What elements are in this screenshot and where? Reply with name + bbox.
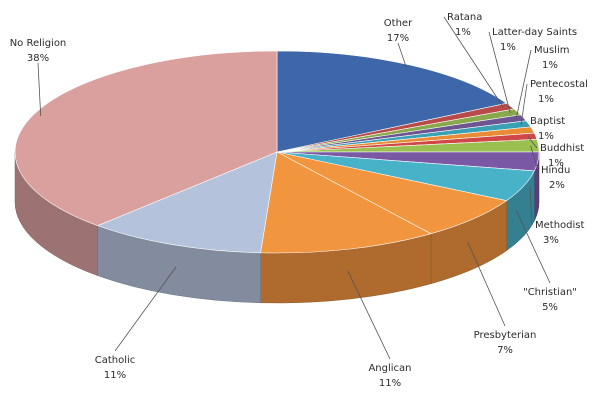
slice-percent-pentecostal: 1% <box>538 94 554 105</box>
slice-label-methodist: Methodist <box>535 220 584 231</box>
slice-label-anglican: Anglican <box>368 363 411 374</box>
leader-line-latter-day-saints <box>488 31 511 114</box>
slice-other <box>276 50 508 153</box>
leader-line-pentecostal <box>520 83 528 125</box>
leader-line-methodist <box>529 186 533 226</box>
slice-label-other: Other <box>384 18 413 29</box>
slice-percent-anglican: 11% <box>379 378 401 389</box>
slice-percent-methodist: 3% <box>543 235 559 246</box>
slice-labels: Other 17% Ratana 1% Latter-day Saints 1% Musli… <box>10 12 588 389</box>
slice-label-hindu: Hindu <box>541 165 570 176</box>
slice-percent-muslim: 1% <box>542 60 558 71</box>
leader-line-no-religion <box>37 62 42 116</box>
leader-line-buddhist <box>527 136 538 149</box>
leader-line-anglican <box>347 270 391 360</box>
slice-no-religion <box>14 50 278 226</box>
slice-percent-baptist: 1% <box>538 131 554 142</box>
slice-label-buddhist: Buddhist <box>540 143 584 154</box>
slice-catholic <box>96 151 278 254</box>
label-leaders <box>37 16 551 360</box>
slice-percent-other: 17% <box>387 33 409 44</box>
slice-percent-no-religion: 38% <box>27 53 49 64</box>
slice-label-muslim: Muslim <box>534 45 569 56</box>
slice-presbyterian <box>276 151 508 235</box>
pie-slices <box>14 50 540 254</box>
slice-percent-christian: 5% <box>542 302 558 313</box>
slice-percent-hindu: 2% <box>549 180 565 191</box>
slice-percent-presbyterian: 7% <box>497 345 513 356</box>
slice-percent-buddhist: 1% <box>548 158 564 169</box>
slice-label-christian: "Christian" <box>523 287 577 298</box>
leader-line-catholic <box>114 266 177 352</box>
leader-line-christian <box>515 210 551 284</box>
slice-anglican <box>260 151 432 254</box>
leader-line-hindu <box>530 145 539 171</box>
slice-label-baptist: Baptist <box>530 116 565 127</box>
slice-percent-ratana: 1% <box>455 27 471 38</box>
slice-label-latter-day-saints: Latter-day Saints <box>492 27 577 38</box>
slice-label-pentecostal: Pentecostal <box>530 79 588 90</box>
slice-percent-catholic: 11% <box>104 370 126 381</box>
slice-label-no-religion: No Religion <box>10 38 67 49</box>
leader-line-presbyterian <box>467 241 506 327</box>
slice-label-presbyterian: Presbyterian <box>474 330 537 341</box>
leader-line-muslim <box>515 49 532 119</box>
leader-line-ratana <box>443 16 504 108</box>
slice-label-ratana: Ratana <box>447 12 482 23</box>
slice-label-catholic: Catholic <box>95 355 136 366</box>
slice-percent-latter-day-saints: 1% <box>500 42 516 53</box>
leader-line-other <box>397 42 407 68</box>
